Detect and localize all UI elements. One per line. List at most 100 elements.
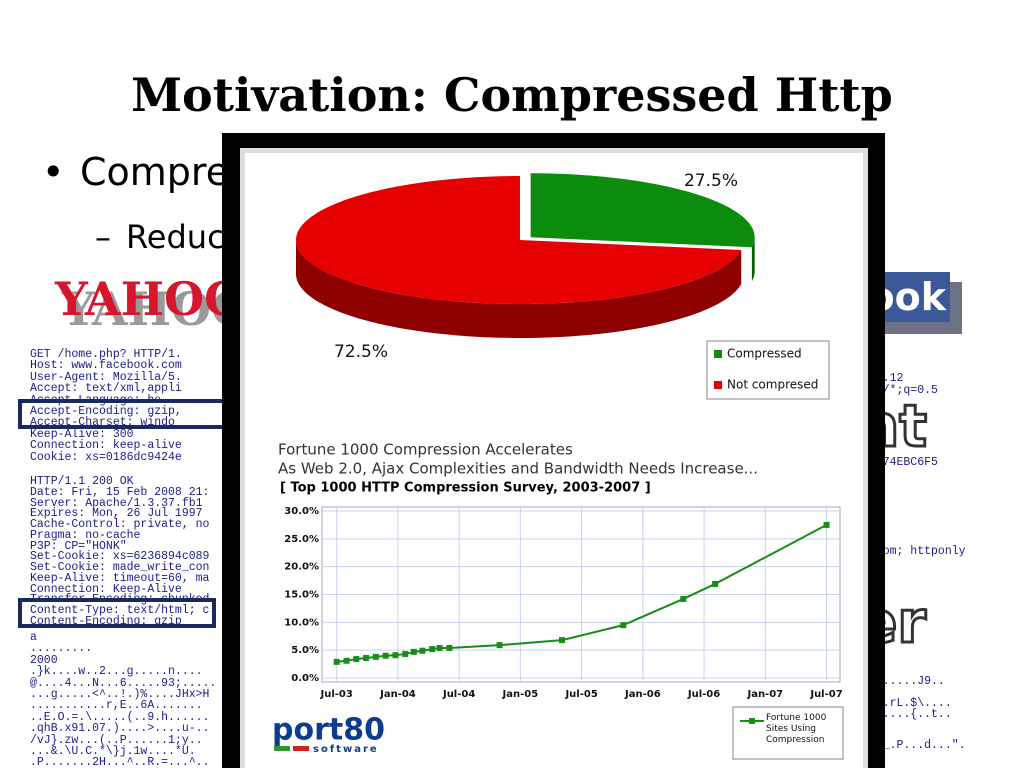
legend-marker: [749, 718, 755, 724]
code-line: Keep-Alive: 300: [30, 427, 134, 441]
point: [823, 521, 830, 528]
code-line: GET /home.php? HTTP/1.: [30, 348, 182, 361]
x-tick-label: Jul-03: [320, 689, 353, 700]
x-tick-label: Jul-07: [809, 689, 842, 700]
legend-label: Fortune 1000 Sites Using Compression: [766, 713, 827, 745]
pie-slice: [296, 176, 742, 304]
point: [620, 622, 627, 629]
code-line: Host: www.facebook.com: [30, 359, 182, 373]
code-line: Connection: Keep-Alive: [30, 582, 182, 596]
code-line: .........: [30, 642, 93, 656]
point: [353, 656, 360, 663]
logo-tagline: software: [313, 744, 379, 755]
bullet-dot: •: [42, 150, 65, 194]
x-tick-label: Jan-04: [379, 689, 416, 700]
legend-box: [706, 340, 830, 400]
point: [446, 644, 453, 651]
y-tick-label: 15.0%: [284, 590, 319, 601]
code-fragment: F2974EBC6F5: [862, 456, 938, 469]
point: [402, 651, 409, 658]
code-line: User-Agent: Mozilla/5.: [30, 370, 182, 384]
logo-name: port80: [272, 713, 385, 748]
pie-slice-side: [296, 240, 742, 338]
code-line: 2000: [30, 653, 58, 667]
code-line: Set-Cookie: made_write_con: [30, 561, 210, 574]
code-line: Accept-Encoding: gzip,: [30, 405, 182, 418]
code-line: ...........r,E..6A.......: [30, 699, 203, 713]
code-line: ..E.O.=.\.....(..9.h......: [30, 710, 210, 724]
y-tick-label: 0.0%: [291, 673, 319, 684]
code-line: Content-Type: text/html; c: [30, 604, 210, 617]
code-line: Keep-Alive: timeout=60, ma: [30, 571, 210, 585]
bullet: Compres: [80, 150, 249, 194]
legend-label-box: Fortune 1000 Sites Using Compression: [766, 713, 827, 745]
code-line: Cookie: xs=0186dc9424e: [30, 450, 182, 464]
code-line: Pragma: no-cache: [30, 528, 141, 542]
point: [382, 652, 389, 659]
code-fragment: ........J9..: [862, 675, 945, 688]
code-line: Set-Cookie: xs=6236894c089: [30, 550, 210, 564]
chart-subtitle: As Web 2.0, Ajax Complexities and Bandwi…: [278, 460, 758, 478]
legend-label: Not compresed: [727, 378, 818, 392]
code-line: ...g.....<^..!.)%....JHx>H: [30, 688, 210, 701]
point: [496, 642, 503, 649]
x-tick-label: Jan-07: [746, 689, 783, 700]
logo-bar: [293, 746, 309, 751]
logo-bar: [274, 746, 290, 751]
pie-value-label: 72.5%: [334, 342, 388, 362]
x-tick-label: Jul-05: [564, 689, 597, 700]
code-line: .P.......2H...^..R.=...^..: [30, 756, 210, 768]
code-line: .qhB.x91.07.)....>....u-..: [30, 722, 210, 736]
chart-caption: [ Top 1000 HTTP Compression Survey, 2003…: [280, 481, 651, 496]
point: [343, 657, 350, 664]
x-tick-label: Jan-05: [502, 689, 539, 700]
code-fragment: g,*/*;q=0.5: [862, 384, 938, 397]
code-line: P3P: CP="HONK": [30, 539, 127, 553]
legend-box: [732, 706, 844, 760]
code-fragment: <.._.P...d...".: [862, 739, 966, 752]
code-line: /vJ}.zw...(..P......1;y..: [30, 733, 203, 747]
point: [363, 654, 370, 661]
point: [559, 637, 566, 644]
legend-label: Compressed: [727, 347, 802, 361]
code-line: Server: Apache/1.3.37.fb1: [30, 496, 203, 510]
code-line: HTTP/1.1 200 OK: [30, 475, 134, 488]
code-line: @....4...N...6.....93;.....: [30, 676, 217, 690]
slide-title: Motivation: Compressed Http: [131, 68, 893, 122]
point: [333, 658, 340, 665]
highlight-box: [18, 598, 216, 628]
x-tick-label: Jul-06: [687, 689, 720, 700]
code-line: .}k....w..2...g.....n....: [30, 665, 203, 679]
code-line: Accept: text/xml,appli: [30, 382, 182, 396]
legend-swatch: [714, 350, 722, 358]
point: [392, 652, 399, 659]
point: [712, 580, 719, 587]
pie-value-label: 27.5%: [684, 171, 738, 191]
sub-bullet-dash: –: [95, 218, 111, 256]
code-line: Accept-Charset: windo: [30, 416, 175, 430]
y-tick-label: 5.0%: [291, 645, 319, 656]
point: [429, 646, 436, 653]
code-line: Cache-Control: private, no: [30, 518, 210, 531]
y-tick-label: 30.0%: [284, 506, 319, 517]
code-line: Content-Encoding: gzip: [30, 614, 182, 628]
y-tick-label: 10.0%: [284, 617, 319, 628]
code-line: a: [30, 631, 37, 644]
code-fragment: .U..rL.$\....: [862, 697, 952, 710]
point: [419, 647, 426, 654]
y-tick-label: 25.0%: [284, 534, 319, 545]
x-tick-label: Jul-04: [442, 689, 475, 700]
point: [372, 653, 379, 660]
code-line: ...&.\U.C.*\}j.1w....*U.: [30, 745, 196, 758]
code-line: Expires: Mon, 26 Jul 1997: [30, 507, 203, 521]
legend-swatch: [714, 381, 722, 389]
code-fragment: D.m....{..t..: [862, 708, 952, 721]
point: [410, 648, 417, 655]
point: [680, 595, 687, 602]
code-line: Connection: keep-alive: [30, 439, 182, 453]
point: [436, 644, 443, 651]
pie-slice: [530, 173, 755, 248]
y-tick-label: 20.0%: [284, 562, 319, 573]
pie-slice-side: [751, 237, 755, 282]
